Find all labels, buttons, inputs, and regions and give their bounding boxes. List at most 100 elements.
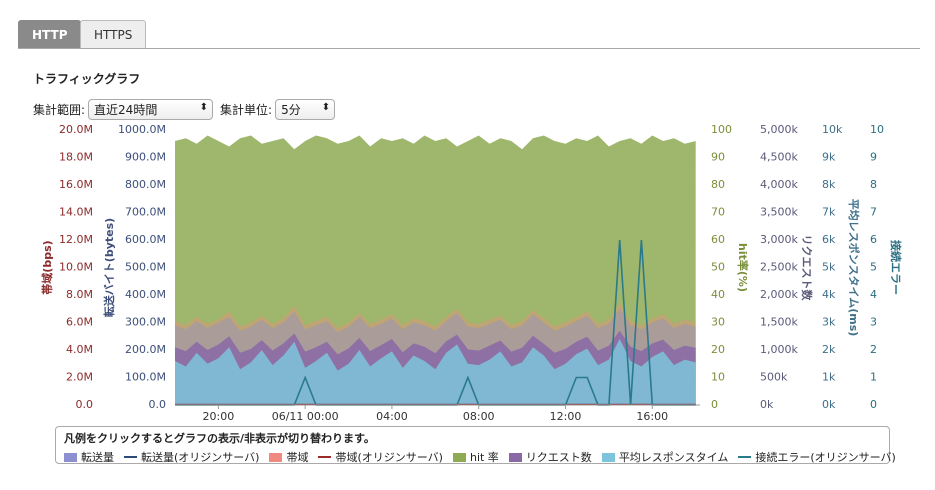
y-tick-label: 2,500k — [760, 261, 798, 274]
y-tick-label: 10k — [822, 123, 843, 136]
x-tick-label: 04:00 — [376, 410, 408, 423]
y-tick-label: 8 — [870, 178, 877, 191]
y-tick-label: 4 — [870, 288, 877, 301]
legend-label: hit 率 — [469, 451, 499, 464]
y-tick-label: 900.0M — [125, 151, 166, 164]
y-tick-label: 300.0M — [125, 316, 166, 329]
y-tick-label: 10 — [870, 123, 884, 136]
y-tick-label: 3,000k — [760, 233, 798, 246]
legend-label: 帯域 — [286, 451, 309, 464]
legend-items: 転送量 転送量(オリジンサーバ) 帯域 帯域(オリジンサーバ) hit 率 リクエスト数 平… — [64, 449, 896, 465]
legend-swatch — [124, 456, 137, 458]
legend-swatch — [601, 452, 615, 462]
legend-item[interactable]: 接続エラー(オリジンサーバ) — [738, 449, 896, 465]
y-tick-label: 12.0M — [59, 233, 93, 246]
y-tick-label: 7k — [822, 206, 836, 219]
y-tick-label: 0.0 — [149, 398, 167, 411]
y-tick-label: 9k — [822, 151, 836, 164]
x-tick-label: 06/11 00:00 — [272, 410, 339, 423]
y-tick-label: 16.0M — [59, 178, 93, 191]
y-tick-label: 4,500k — [760, 151, 798, 164]
chart: 20:00 06/11 00:00 04:00 08:00 12:00 16:00 0.0 2… — [40, 123, 903, 423]
legend-label: 接続エラー(オリジンサーバ) — [755, 451, 896, 464]
legend-item[interactable]: 帯域 — [269, 449, 308, 465]
legend-label: リクエスト数 — [525, 451, 592, 464]
y-tick-label: 4k — [822, 288, 836, 301]
y-tick-label: 1 — [870, 371, 877, 384]
legend: 凡例をクリックするとグラフの表示/非表示が切り替わります。 転送量 転送量(オリジ… — [55, 426, 896, 465]
y-tick-label: 20 — [711, 343, 725, 356]
legend-item[interactable]: 帯域(オリジンサーバ) — [318, 449, 443, 465]
legend-item[interactable]: 転送量 — [64, 449, 114, 465]
select[interactable]: 直近24時間 — [88, 99, 214, 120]
x-tick-label: 08:00 — [463, 410, 495, 423]
y-tick-label: 3,500k — [760, 206, 798, 219]
legend-hint: 凡例をクリックするとグラフの表示/非表示が切り替わります。 — [64, 432, 375, 445]
y-tick-label: 5 — [870, 261, 877, 274]
tab[interactable]: HTTPS — [80, 20, 147, 48]
legend-label: 帯域(オリジンサーバ) — [335, 451, 443, 464]
y-tick-label: 90 — [711, 151, 725, 164]
y-tick-label: 0k — [760, 398, 774, 411]
y-tick-label: 400.0M — [125, 288, 166, 301]
y-tick-label: 50 — [711, 261, 725, 274]
axis-title: 帯域(bps) — [40, 240, 54, 294]
area — [175, 339, 696, 405]
y-tick-label: 500.0M — [125, 261, 166, 274]
y-tick-label: 10.0M — [59, 261, 93, 274]
axis-title: hit率(%) — [736, 243, 750, 292]
y-tick-label: 0k — [822, 398, 836, 411]
legend-item[interactable]: 平均レスポンスタイム — [601, 449, 729, 465]
x-tick-label: 20:00 — [203, 410, 235, 423]
y-tick-label: 2k — [822, 343, 836, 356]
y-tick-label: 6k — [822, 233, 836, 246]
y-tick-label: 60 — [711, 233, 725, 246]
y-tick-label: 700.0M — [125, 206, 166, 219]
y-tick-label: 4,000k — [760, 178, 798, 191]
legend-swatch — [452, 452, 466, 462]
y-tick-label: 2.0M — [66, 371, 93, 384]
y-tick-label: 0.0 — [76, 398, 94, 411]
y-tick-label: 200.0M — [125, 343, 166, 356]
y-tick-label: 5k — [822, 261, 836, 274]
legend-swatch — [738, 456, 752, 458]
legend-item[interactable]: hit 率 — [452, 449, 499, 465]
y-tick-label: 6.0M — [66, 316, 93, 329]
y-tick-label: 8k — [822, 178, 836, 191]
y-tick-label: 40 — [711, 288, 725, 301]
y-tick-label: 5,000k — [760, 123, 798, 136]
legend-swatch — [318, 456, 332, 458]
y-tick-label: 8.0M — [66, 288, 93, 301]
y-tick-label: 500k — [760, 371, 788, 384]
y-tick-label: 10 — [711, 371, 725, 384]
y-tick-label: 2 — [870, 343, 877, 356]
y-tick-label: 70 — [711, 206, 725, 219]
legend-item[interactable]: 転送量(オリジンサーバ) — [124, 449, 259, 465]
y-tick-label: 3k — [822, 316, 836, 329]
y-tick-label: 1k — [822, 371, 836, 384]
y-tick-label: 100 — [711, 123, 732, 136]
y-tick-label: 4.0M — [66, 343, 93, 356]
axis-title: リクエスト数 — [800, 235, 814, 302]
y-tick-label: 7 — [870, 206, 877, 219]
legend-label: 平均レスポンスタイム — [618, 451, 729, 464]
legend-swatch — [269, 452, 283, 462]
y-tick-label: 30 — [711, 316, 725, 329]
x-tick-label: 12:00 — [550, 410, 582, 423]
tab-divider — [18, 48, 920, 49]
y-tick-label: 800.0M — [125, 178, 166, 191]
select[interactable]: 5分 — [275, 99, 336, 120]
legend-label: 転送量 — [81, 451, 114, 464]
control-label: 集計単位: — [220, 103, 273, 117]
y-tick-label: 2,000k — [760, 288, 798, 301]
y-tick-label: 600.0M — [125, 233, 166, 246]
axis-title: 接続エラー — [889, 240, 903, 295]
y-tick-label: 100.0M — [125, 371, 166, 384]
y-tick-label: 1,000k — [760, 343, 798, 356]
legend-item[interactable]: リクエスト数 — [508, 449, 592, 465]
tab[interactable]: HTTP — [18, 20, 82, 48]
legend-swatch — [64, 452, 77, 462]
section-title: トラフィックグラフ — [33, 72, 141, 86]
y-tick-label: 1,500k — [760, 316, 798, 329]
